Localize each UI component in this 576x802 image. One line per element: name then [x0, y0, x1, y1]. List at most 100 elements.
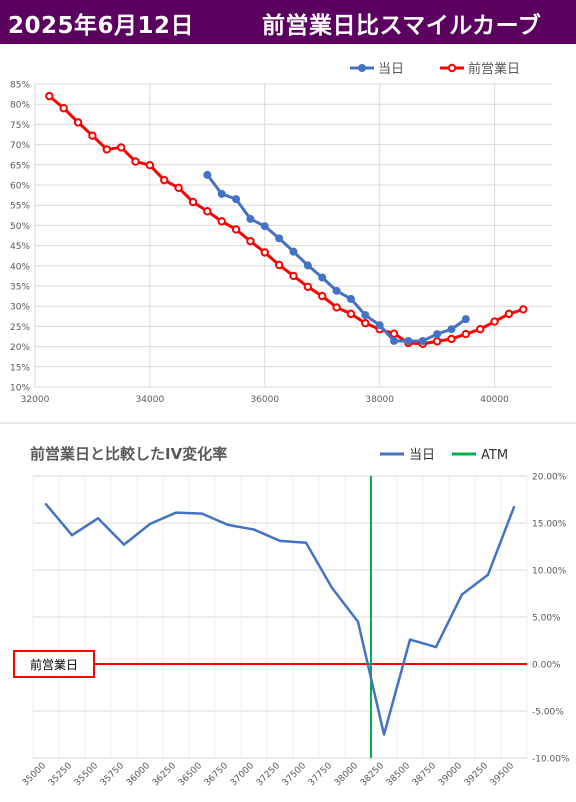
chart1-point — [346, 294, 355, 303]
chart1-y-tick-label: 60% — [10, 182, 30, 192]
chart2-point — [174, 511, 178, 514]
iv-change-chart: 前営業日と比較したIV変化率 -10.00% -5.00% 0.00% 5.00% 10… — [13, 445, 570, 789]
chart1-x-tick-label: 36000 — [250, 395, 279, 405]
chart2-zero-label-text: 前営業日 — [30, 657, 78, 672]
chart1-point — [461, 315, 470, 324]
chart2-y-tick-label: -5.00% — [532, 708, 564, 718]
chart1-point — [260, 222, 269, 231]
chart1-point — [318, 273, 327, 282]
chart2-x-tick-label: 36750 — [203, 761, 231, 789]
chart2-point — [226, 523, 230, 527]
chart1-point — [332, 286, 341, 295]
chart2-legend-label: 当日 — [409, 448, 435, 463]
chart2-x-tick-label: 35000 — [21, 761, 49, 789]
chart1-y-tick-label: 10% — [10, 384, 30, 394]
chart1-point — [504, 309, 514, 319]
chart2-y-tick-label: 10.00% — [532, 567, 567, 577]
chart1-y-tick-labels: 10% 15% 20% 25% 30% 35% 40% 45% 50% 55% 60% 65% 70% 7… — [10, 81, 30, 394]
chart1-point — [418, 336, 427, 345]
chart2-legend-item: ATM — [452, 448, 508, 463]
chart1-x-tick-label: 40000 — [480, 395, 509, 405]
chart1-point — [217, 217, 226, 226]
chart1-y-tick-label: 65% — [10, 161, 30, 171]
chart1-gridlines — [34, 83, 552, 388]
chart1-y-tick-label: 20% — [10, 343, 30, 353]
chart2-x-tick-label: 37750 — [307, 761, 335, 789]
chart1-x-tick-labels: 32000 34000 36000 38000 40000 — [21, 395, 509, 405]
chart2-x-tick-label: 38250 — [359, 761, 387, 789]
chart1-point — [461, 329, 471, 339]
chart1-point — [361, 318, 370, 328]
chart2-y-tick-labels: -10.00% -5.00% 0.00% 5.00% 10.00% 15.00% 20.00… — [532, 473, 570, 765]
chart1-point — [203, 207, 212, 216]
chart1-point — [318, 291, 327, 301]
chart1-point — [231, 225, 241, 234]
chart2-x-tick-label: 35750 — [99, 761, 127, 789]
chart1-point — [303, 282, 313, 292]
chart2-point — [96, 517, 100, 520]
chart1-y-tick-label: 75% — [10, 121, 30, 131]
chart1-point — [274, 260, 284, 270]
chart2-point — [512, 505, 516, 509]
chart2-legend-label: ATM — [481, 448, 508, 463]
chart1-point — [88, 131, 97, 140]
chart1-point — [275, 234, 284, 243]
chart1-point — [160, 175, 169, 185]
chart1-x-tick-label: 38000 — [365, 395, 394, 405]
chart2-x-tick-label: 36250 — [151, 761, 179, 789]
chart1-point — [389, 329, 399, 338]
chart1-point — [45, 91, 54, 101]
chart2-series-line — [45, 503, 516, 736]
chart1-series — [45, 91, 528, 348]
chart1-point — [490, 317, 499, 326]
chart1-point — [73, 118, 83, 127]
chart1-point — [432, 337, 442, 346]
chart1-legend: 当日 前営業日 — [350, 61, 520, 77]
chart1-y-tick-label: 85% — [10, 81, 30, 91]
chart2-point — [460, 593, 464, 596]
chart2-series: 前営業日 — [13, 476, 527, 758]
chart2-x-tick-label: 39500 — [489, 761, 517, 789]
chart1-point — [375, 321, 384, 330]
smile-curve-chart: 10% 15% 20% 25% 30% 35% 40% 45% 50% 55% 60% 65% 70% 7… — [10, 61, 552, 405]
chart2-x-tick-label: 38000 — [333, 761, 361, 789]
chart1-legend-marker — [358, 64, 366, 72]
chart1-point — [232, 195, 241, 204]
chart1-series-prev — [45, 91, 528, 348]
chart1-y-tick-label: 80% — [10, 101, 30, 111]
chart1-y-tick-label: 40% — [10, 262, 30, 272]
header-date: 2025年6月12日 — [8, 13, 195, 39]
chart1-legend-marker — [447, 63, 457, 73]
chart2-point — [434, 645, 438, 649]
chart2-point — [70, 534, 74, 537]
chart2-point — [408, 638, 412, 641]
chart1-point — [447, 325, 456, 334]
chart2-point — [148, 522, 152, 526]
chart1-point — [174, 183, 183, 193]
chart1-point — [303, 261, 312, 270]
chart1-point — [447, 334, 456, 344]
chart2-gridlines — [32, 475, 528, 759]
chart1-point — [519, 305, 528, 314]
chart1-y-tick-label: 30% — [10, 303, 30, 313]
chart2-x-tick-label: 36500 — [177, 761, 205, 789]
chart1-legend-label: 当日 — [378, 62, 404, 77]
chart1-point — [246, 214, 255, 223]
chart1-point — [59, 104, 68, 113]
chart2-legend-item: 当日 — [380, 448, 435, 463]
chart1-y-tick-label: 25% — [10, 323, 30, 333]
chart2-x-tick-label: 37250 — [255, 761, 283, 789]
chart2-title: 前営業日と比較したIV変化率 — [30, 445, 227, 463]
chart1-y-tick-label: 15% — [10, 363, 30, 373]
chart1-point — [246, 236, 255, 246]
chart1-point — [203, 170, 212, 179]
chart1-point — [390, 336, 399, 345]
chart1-y-tick-label: 35% — [10, 283, 30, 293]
chart2-point — [200, 512, 204, 515]
chart2-x-tick-label: 39000 — [437, 761, 465, 789]
chart1-series-line — [48, 94, 524, 346]
chart1-y-tick-label: 55% — [10, 202, 30, 212]
chart2-legend: 当日 ATM — [380, 448, 508, 463]
chart1-point — [260, 248, 269, 257]
chart2-x-tick-labels: 3500035250355003575036000362503650036750… — [21, 761, 517, 789]
